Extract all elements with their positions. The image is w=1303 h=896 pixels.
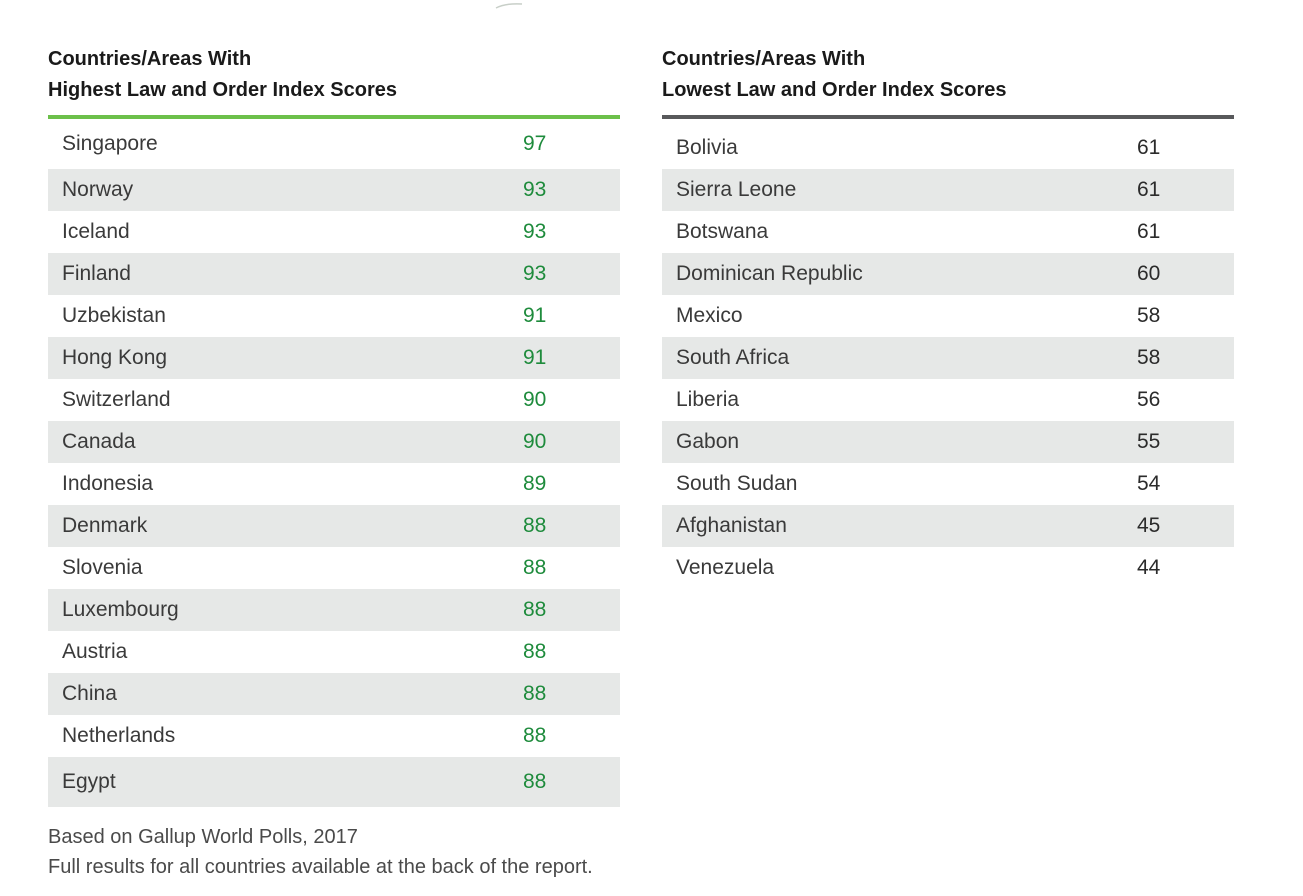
highest-score-value: 90 xyxy=(523,388,547,411)
highest-score-value: 97 xyxy=(523,132,547,155)
lowest-country-name: Sierra Leone xyxy=(676,178,797,201)
highest-country-name: Uzbekistan xyxy=(62,304,166,327)
lowest-table-row: Botswana 61 xyxy=(662,211,1234,253)
full-results-footnote: Full results for all countries available… xyxy=(48,856,593,878)
lowest-score-value: 58 xyxy=(1137,304,1161,327)
highest-table-row: Finland 93 xyxy=(48,253,620,295)
source-footnote: Based on Gallup World Polls, 2017 xyxy=(48,826,358,848)
lowest-country-name: South Africa xyxy=(676,346,790,369)
highest-country-name: Luxembourg xyxy=(62,598,179,621)
lowest-score-value: 45 xyxy=(1137,514,1161,537)
highest-score-value: 91 xyxy=(523,346,547,369)
highest-score-value: 88 xyxy=(523,514,547,537)
highest-table-row: China 88 xyxy=(48,673,620,715)
lowest-table-row: Bolivia 61 xyxy=(662,127,1234,169)
lowest-score-value: 56 xyxy=(1137,388,1161,411)
highest-country-name: Norway xyxy=(62,178,134,201)
lowest-country-name: Bolivia xyxy=(676,136,738,159)
highest-scores-table: Singapore 97 Norway 93 Iceland 93 Finland 93 Uzb… xyxy=(48,119,620,807)
highest-country-name: Denmark xyxy=(62,514,148,537)
lowest-country-name: Botswana xyxy=(676,220,769,243)
highest-table-row: Uzbekistan 91 xyxy=(48,295,620,337)
highest-table-row: Hong Kong 91 xyxy=(48,337,620,379)
highest-title-line-1: Countries/Areas With xyxy=(48,48,252,70)
highest-score-value: 89 xyxy=(523,472,547,495)
highest-country-name: Switzerland xyxy=(62,388,171,411)
highest-table-row: Denmark 88 xyxy=(48,505,620,547)
highest-score-value: 88 xyxy=(523,556,547,579)
lowest-table-row: Afghanistan 45 xyxy=(662,505,1234,547)
highest-table-row: Luxembourg 88 xyxy=(48,589,620,631)
lowest-score-value: 61 xyxy=(1137,178,1161,201)
highest-country-name: Austria xyxy=(62,640,128,663)
lowest-score-value: 60 xyxy=(1137,262,1161,285)
highest-scores-title: Countries/Areas With Highest Law and Ord… xyxy=(48,44,620,106)
highest-table-row: Indonesia 89 xyxy=(48,463,620,505)
lowest-title-line-1: Countries/Areas With xyxy=(662,48,866,70)
lowest-table-row: Venezuela 44 xyxy=(662,547,1234,589)
lowest-title-line-2: Lowest Law and Order Index Scores xyxy=(662,79,1007,101)
lowest-score-value: 58 xyxy=(1137,346,1161,369)
highest-table-row: Switzerland 90 xyxy=(48,379,620,421)
lowest-table-row: Sierra Leone 61 xyxy=(662,169,1234,211)
highest-country-name: Iceland xyxy=(62,220,130,243)
highest-country-name: Slovenia xyxy=(62,556,143,579)
lowest-country-name: Afghanistan xyxy=(676,514,787,537)
lowest-scores-table: Bolivia 61 Sierra Leone 61 Botswana 61 Dominic… xyxy=(662,127,1234,589)
lowest-country-name: Venezuela xyxy=(676,556,775,579)
highest-table-row: Austria 88 xyxy=(48,631,620,673)
highest-score-value: 93 xyxy=(523,262,547,285)
highest-table-row: Canada 90 xyxy=(48,421,620,463)
lowest-country-name: Gabon xyxy=(676,430,740,453)
highest-table-row: Slovenia 88 xyxy=(48,547,620,589)
highest-country-name: Egypt xyxy=(62,770,116,793)
lowest-table-row: Gabon 55 xyxy=(662,421,1234,463)
highest-score-value: 88 xyxy=(523,640,547,663)
highest-country-name: China xyxy=(62,682,117,705)
lowest-title-rule xyxy=(662,115,1234,119)
highest-country-name: Hong Kong xyxy=(62,346,168,369)
lowest-table-row: South Africa 58 xyxy=(662,337,1234,379)
highest-country-name: Netherlands xyxy=(62,724,176,747)
highest-table-row: Netherlands 88 xyxy=(48,715,620,757)
lowest-scores-title: Countries/Areas With Lowest Law and Orde… xyxy=(662,44,1234,106)
highest-title-rule xyxy=(48,115,620,119)
lowest-score-value: 61 xyxy=(1137,220,1161,243)
lowest-table-row: Dominican Republic 60 xyxy=(662,253,1234,295)
highest-title-line-2: Highest Law and Order Index Scores xyxy=(48,79,397,101)
lowest-score-value: 61 xyxy=(1137,136,1161,159)
lowest-table-row: Liberia 56 xyxy=(662,379,1234,421)
lowest-table-row: South Sudan 54 xyxy=(662,463,1234,505)
highest-score-value: 88 xyxy=(523,682,547,705)
highest-country-name: Indonesia xyxy=(62,472,154,495)
highest-country-name: Singapore xyxy=(62,132,158,155)
scan-artifact xyxy=(495,3,523,9)
lowest-country-name: Liberia xyxy=(676,388,740,411)
highest-table-row: Egypt 88 xyxy=(48,757,620,807)
highest-score-value: 88 xyxy=(523,598,547,621)
lowest-country-name: Dominican Republic xyxy=(676,262,863,285)
lowest-country-name: Mexico xyxy=(676,304,743,327)
highest-country-name: Canada xyxy=(62,430,136,453)
highest-score-value: 88 xyxy=(523,724,547,747)
highest-score-value: 93 xyxy=(523,220,547,243)
lowest-table-row: Mexico 58 xyxy=(662,295,1234,337)
highest-table-row: Iceland 93 xyxy=(48,211,620,253)
highest-score-value: 88 xyxy=(523,770,547,793)
highest-score-value: 91 xyxy=(523,304,547,327)
highest-score-value: 93 xyxy=(523,178,547,201)
lowest-country-name: South Sudan xyxy=(676,472,798,495)
lowest-score-value: 44 xyxy=(1137,556,1161,579)
highest-score-value: 90 xyxy=(523,430,547,453)
highest-table-row: Singapore 97 xyxy=(48,119,620,169)
lowest-score-value: 55 xyxy=(1137,430,1161,453)
highest-table-row: Norway 93 xyxy=(48,169,620,211)
highest-country-name: Finland xyxy=(62,262,131,285)
lowest-score-value: 54 xyxy=(1137,472,1161,495)
